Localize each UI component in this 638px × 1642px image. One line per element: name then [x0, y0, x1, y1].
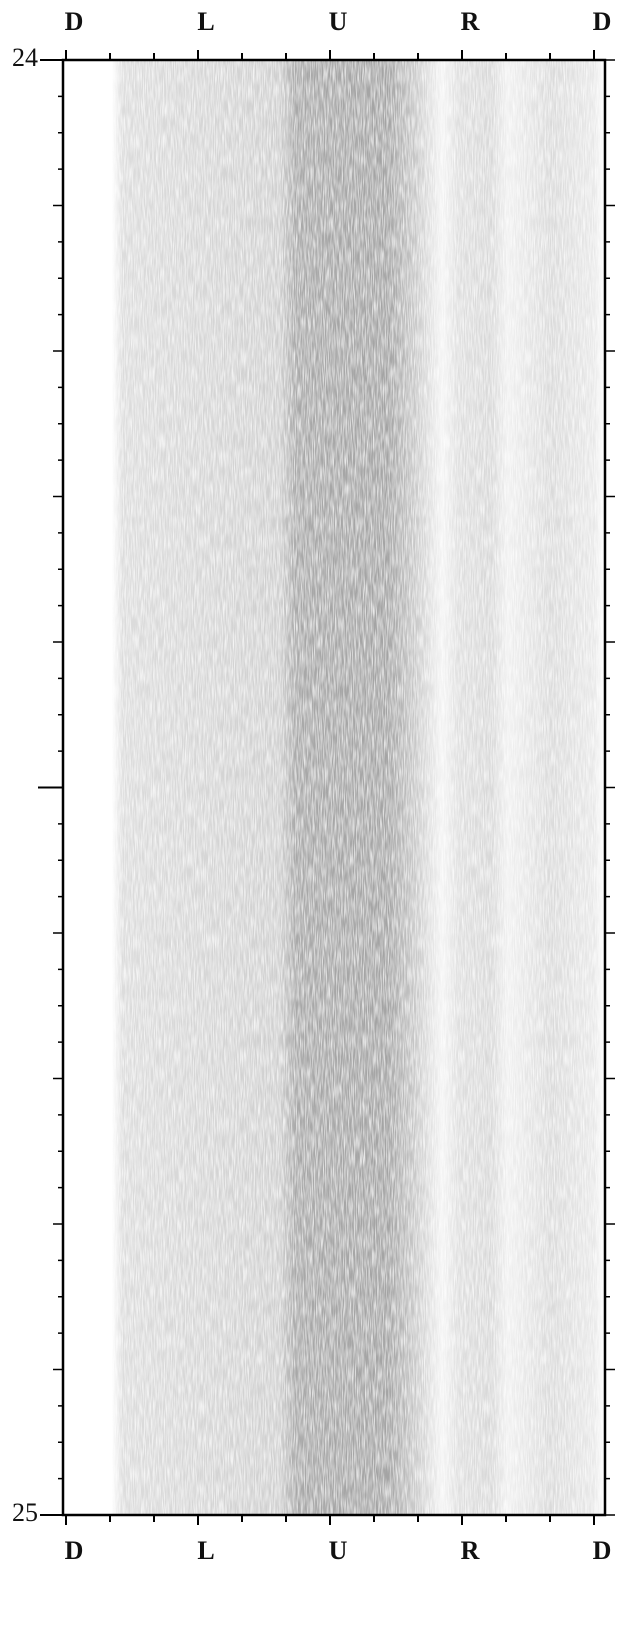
- azimuth-label-top: R: [461, 7, 480, 36]
- depth-label: 25: [12, 1498, 38, 1527]
- azimuth-label-bottom: D: [593, 1536, 612, 1565]
- depth-label: 24: [12, 43, 38, 72]
- azimuth-label-bottom: D: [65, 1536, 84, 1565]
- log-texture: [63, 60, 605, 1515]
- azimuth-label-top: L: [197, 7, 214, 36]
- azimuth-label-top: D: [593, 7, 612, 36]
- azimuth-label-top: D: [65, 7, 84, 36]
- azimuth-label-bottom: R: [461, 1536, 480, 1565]
- azimuth-label-bottom: U: [329, 1536, 348, 1565]
- azimuth-label-top: U: [329, 7, 348, 36]
- azimuth-label-bottom: L: [197, 1536, 214, 1565]
- image-log: [61, 58, 607, 1517]
